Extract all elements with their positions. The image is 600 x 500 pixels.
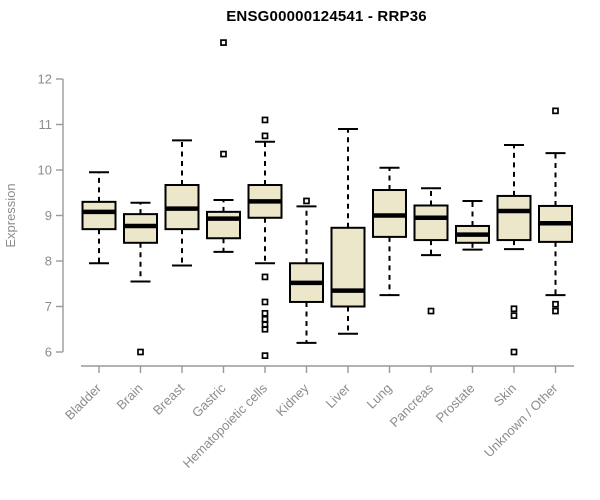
outlier-point (261, 315, 269, 323)
outlier-point (261, 132, 269, 140)
x-tick-label: Gastric (189, 380, 229, 420)
y-tick-label: 12 (38, 72, 52, 87)
y-tick-label: 11 (39, 117, 53, 132)
y-tick-label: 10 (38, 163, 52, 178)
outlier-point (261, 273, 269, 281)
y-axis-title: Expression (3, 183, 18, 247)
x-tick-label: Lung (364, 381, 395, 412)
box-bladder (81, 200, 117, 231)
x-tick-label: Kidney (273, 380, 312, 419)
box-skin (496, 194, 532, 242)
y-tick-label: 6 (45, 345, 52, 360)
x-tick-label: Breast (150, 380, 187, 417)
outlier-point (261, 325, 269, 333)
outlier-point (510, 348, 518, 356)
box-pancreas (413, 204, 449, 242)
outlier-point (552, 107, 559, 115)
chart-title: ENSG00000124541 - RRP36 (226, 8, 427, 25)
y-tick-label: 8 (45, 254, 52, 269)
y-tick-label: 9 (45, 208, 52, 223)
outlier-point (552, 307, 559, 315)
outlier-point (510, 312, 518, 319)
x-tick-label: Prostate (433, 381, 478, 426)
outlier-point (261, 116, 269, 124)
outlier-point (261, 298, 269, 306)
x-tick-label: Bladder (62, 380, 105, 423)
outlier-point (261, 309, 269, 317)
x-tick-label: Skin (491, 381, 519, 409)
outlier-point (137, 348, 144, 356)
outlier-point (510, 305, 518, 313)
x-tick-label: Brain (114, 381, 146, 413)
outlier-point (303, 197, 310, 205)
box-gastric (206, 210, 241, 240)
outlier-point (220, 39, 227, 46)
x-tick-label: Pancreas (387, 380, 437, 430)
x-tick-label: Liver (323, 380, 354, 411)
box-brain (123, 213, 158, 244)
y-tick-label: 7 (45, 299, 52, 314)
outlier-point (261, 352, 269, 359)
outlier-point (220, 150, 227, 158)
x-tick-label: Unknown / Other (481, 380, 561, 460)
outlier-point (552, 300, 559, 308)
box-liver (330, 226, 366, 308)
outlier-point (427, 307, 435, 315)
